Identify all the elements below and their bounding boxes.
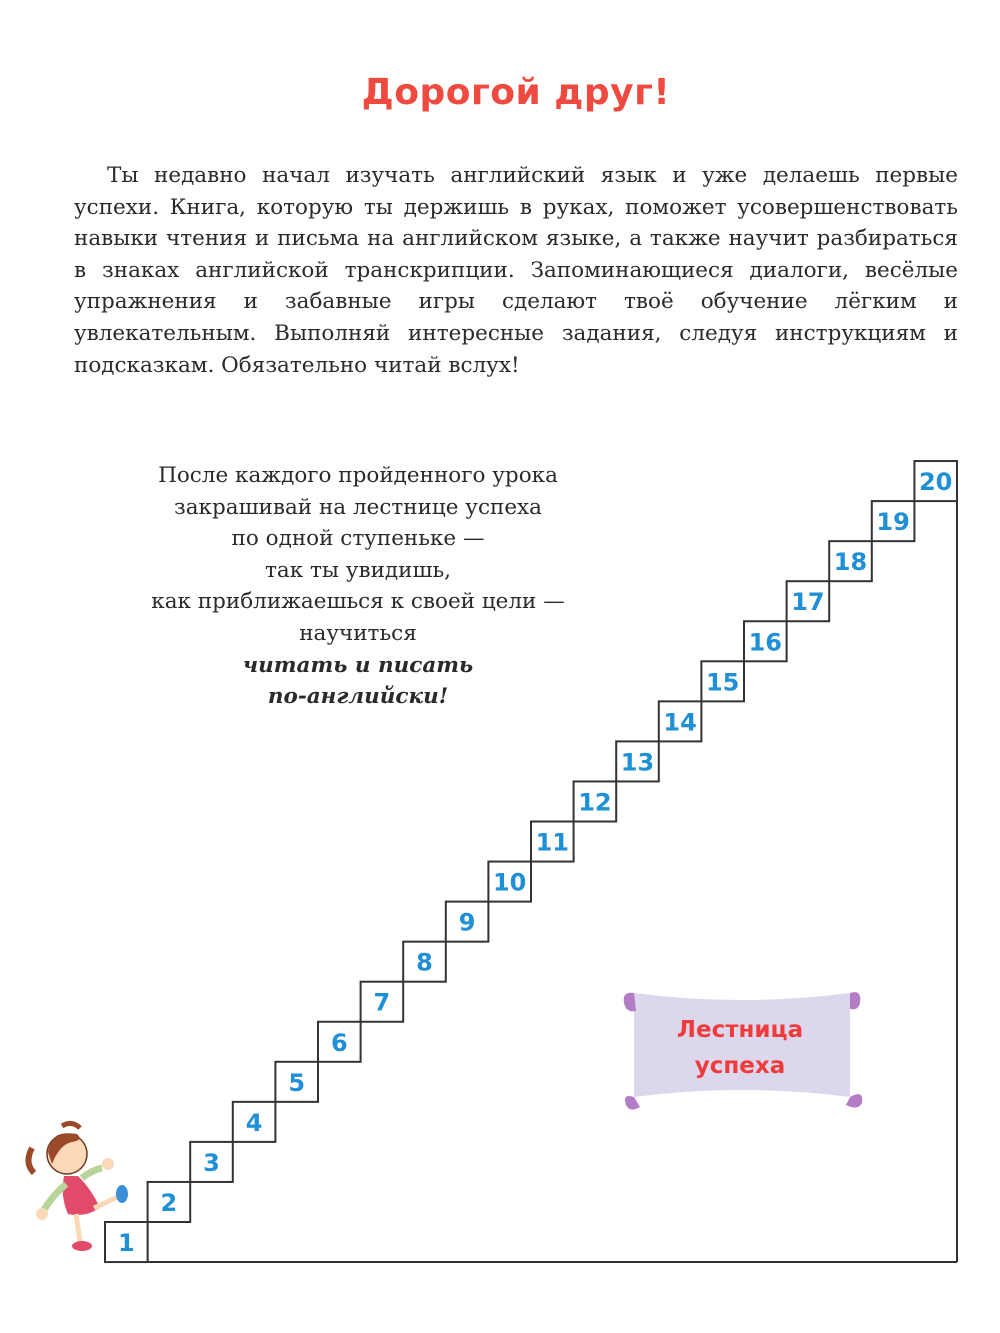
step-number: 10 xyxy=(493,869,526,897)
banner-line: Лестница xyxy=(676,1017,804,1043)
step-19[interactable] xyxy=(870,500,916,543)
step-number: 20 xyxy=(919,468,952,496)
step-number: 7 xyxy=(374,989,391,1017)
step-16[interactable] xyxy=(743,620,788,663)
step-number: 9 xyxy=(459,909,476,937)
step-10[interactable] xyxy=(487,860,532,903)
note-line: по одной ступеньке — xyxy=(231,526,485,552)
intro-paragraph: Ты недавно начал изучать английский язык… xyxy=(74,160,958,381)
step-number: 18 xyxy=(834,548,867,576)
note-line: как приближаешься к своей цели — xyxy=(151,589,565,615)
girl-illustration xyxy=(25,1120,128,1251)
instruction-note: После каждого пройденного урока закрашив… xyxy=(100,460,616,713)
note-line: научиться xyxy=(299,620,417,646)
step-number: 2 xyxy=(161,1189,178,1217)
step-number: 14 xyxy=(663,708,696,736)
page-title: Дорогой друг! xyxy=(361,72,671,113)
step-number: 8 xyxy=(416,949,433,977)
step-number: 17 xyxy=(791,588,824,616)
step-18[interactable] xyxy=(828,540,873,583)
step-number: 5 xyxy=(288,1069,305,1097)
banner-scroll xyxy=(623,992,863,1110)
step-number: 12 xyxy=(578,788,611,816)
banner-title: Лестница успеха xyxy=(640,1012,840,1084)
step-number: 1 xyxy=(118,1229,135,1257)
step-3[interactable] xyxy=(189,1140,234,1183)
note-line: После каждого пройденного урока xyxy=(158,463,558,488)
step-9[interactable] xyxy=(444,900,490,943)
step-14[interactable] xyxy=(657,700,703,743)
step-number: 15 xyxy=(706,668,739,696)
step-7[interactable] xyxy=(359,980,405,1023)
step-number: 6 xyxy=(331,1029,348,1057)
step-20[interactable] xyxy=(913,460,959,503)
note-line: так ты увидишь, xyxy=(264,557,451,583)
step-17[interactable] xyxy=(785,580,831,623)
step-13[interactable] xyxy=(615,740,660,783)
step-1[interactable] xyxy=(104,1221,149,1264)
step-15[interactable] xyxy=(700,660,746,703)
step-6[interactable] xyxy=(317,1020,362,1063)
note-emphasis: по-английски! xyxy=(267,684,449,710)
step-number: 13 xyxy=(621,748,654,776)
step-5[interactable] xyxy=(274,1060,319,1103)
note-emphasis: читать и писать xyxy=(242,652,474,678)
step-4[interactable] xyxy=(231,1100,277,1143)
intro-text: Ты недавно начал изучать английский язык… xyxy=(74,163,958,378)
step-number: 11 xyxy=(536,829,569,857)
note-line: закрашивай на лестнице успеха xyxy=(174,494,542,520)
step-2[interactable] xyxy=(146,1180,192,1223)
step-number: 16 xyxy=(749,628,782,656)
step-number: 19 xyxy=(876,508,909,536)
step-12[interactable] xyxy=(572,780,618,823)
step-11[interactable] xyxy=(530,820,575,863)
step-number: 4 xyxy=(246,1109,263,1137)
step-number: 3 xyxy=(203,1149,220,1177)
banner-line: успеха xyxy=(694,1053,786,1079)
step-8[interactable] xyxy=(402,940,447,983)
